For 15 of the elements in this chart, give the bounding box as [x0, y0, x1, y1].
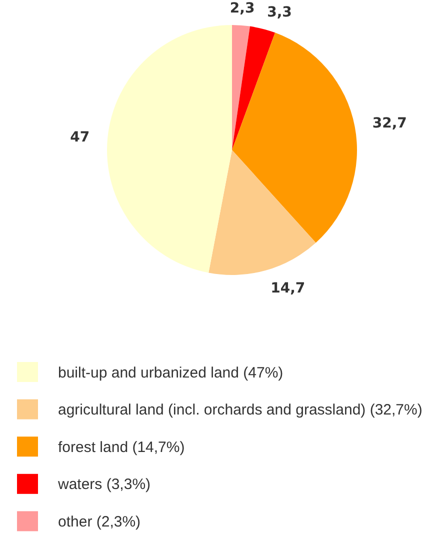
legend-label: waters (3,3%)	[57, 476, 151, 494]
data-label: 47	[70, 129, 90, 146]
legend-label: other (2,3%)	[58, 513, 141, 530]
pie-slice	[232, 26, 276, 150]
legend-label: agricultural land (incl. orchards and grassland) (32,7%)	[58, 402, 422, 419]
legend-label: forest land (14,7%)	[58, 438, 185, 456]
pie-slice	[232, 32, 357, 243]
pie-slice	[208, 150, 316, 275]
legend-label: built-up and urbanized land (47%)	[58, 364, 284, 382]
pie-slice	[107, 25, 232, 273]
data-label: 14,7	[270, 280, 306, 297]
data-label: 2,3	[230, 0, 255, 16]
data-label: 32,7	[372, 116, 407, 132]
pie-slice	[232, 25, 250, 150]
data-label: 3,3	[267, 4, 292, 20]
